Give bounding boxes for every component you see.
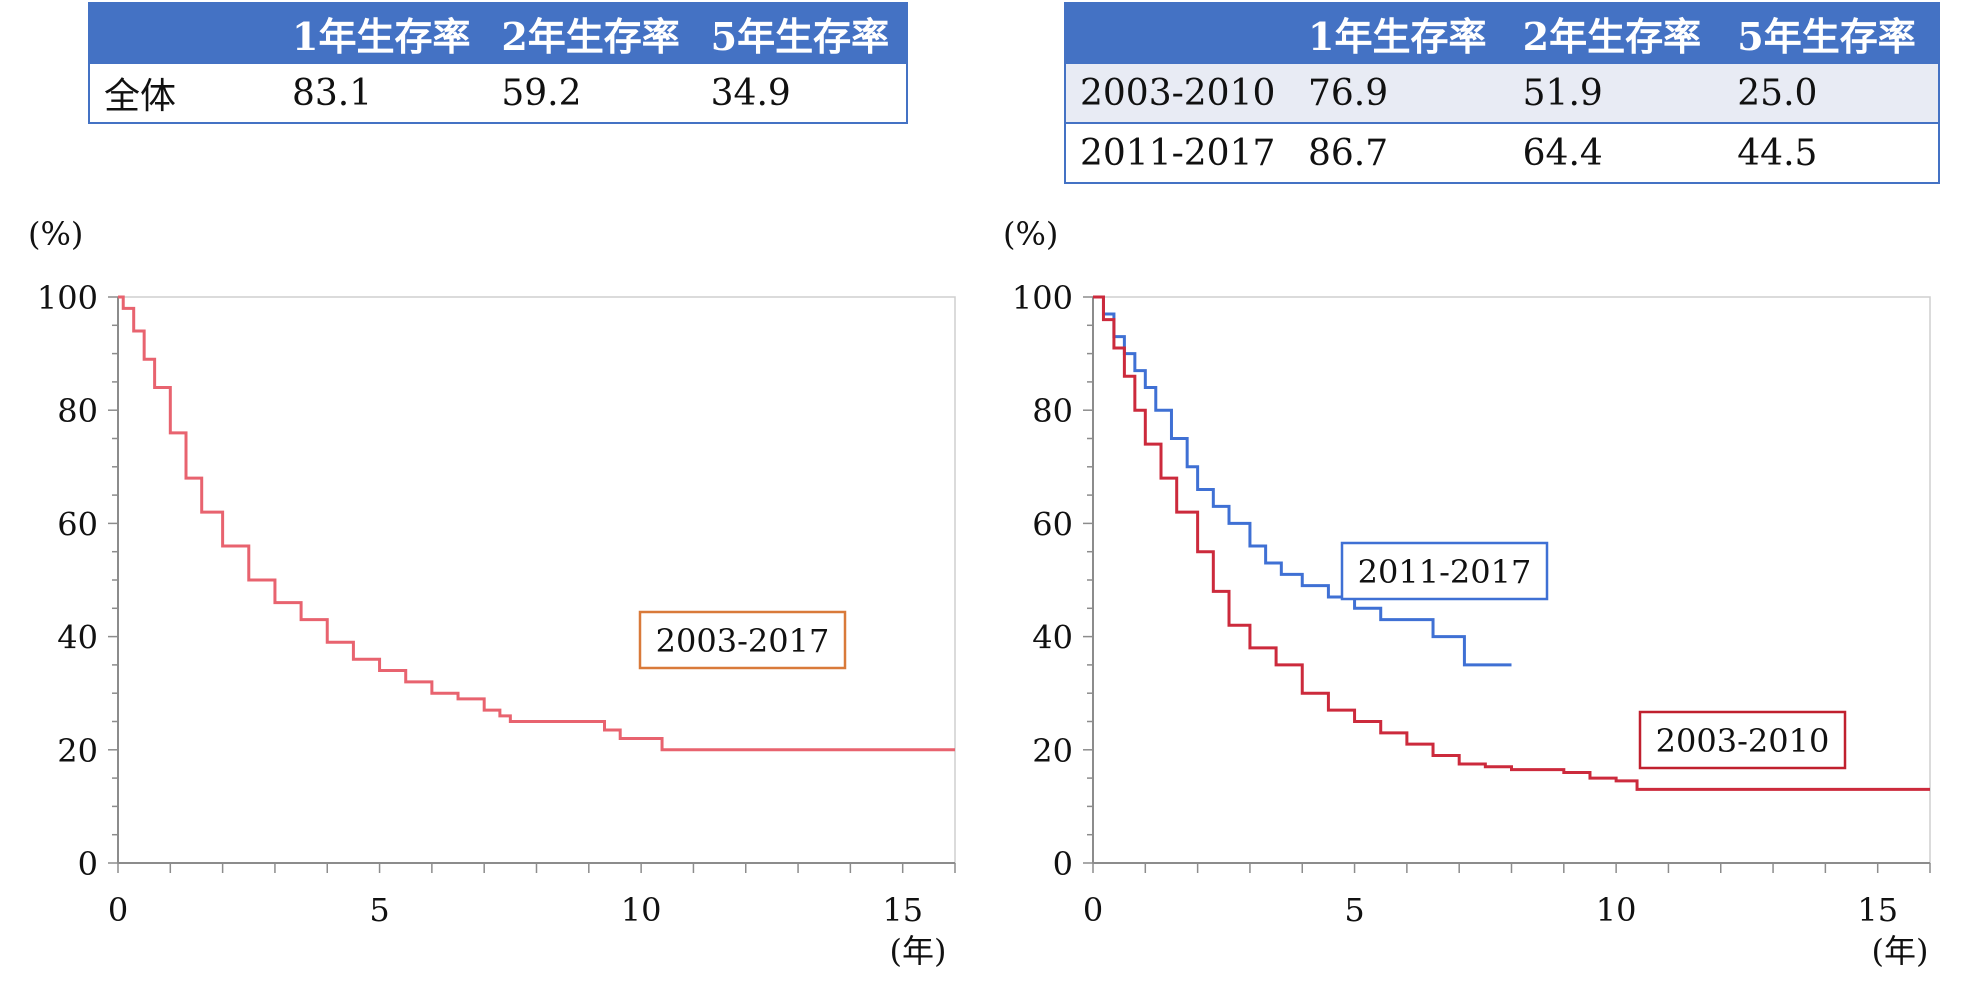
y-tick-label: 60 [1032,505,1073,543]
x-tick-label: 0 [108,891,128,929]
table-cell: 34.9 [696,62,907,123]
x-axis-label: (年) [890,932,947,970]
table-cell: 2003-2010 [1065,62,1294,123]
series-label-box [1340,541,1549,601]
table-cell: 全体 [89,62,278,123]
x-axis-label: (年) [1872,932,1929,970]
table-row: 2003-2010 76.9 51.9 25.0 [1065,62,1939,123]
y-tick-label: 100 [37,279,98,317]
series-label-box [1638,710,1847,770]
y-tick-label: 40 [1032,619,1073,657]
table-cell: 44.5 [1723,122,1939,183]
x-tick-label: 5 [1344,891,1364,929]
survival-table-overall: 1年生存率 2年生存率 5年生存率 全体 83.1 59.2 34.9 [88,2,908,124]
table-header-cell: 1年生存率 [278,3,488,63]
table-header-cell: 1年生存率 [1294,3,1509,63]
series-line-2003-2017 [118,295,955,752]
table-header-cell [1065,3,1294,63]
table-cell: 76.9 [1294,62,1509,123]
y-axis-label: (%) [28,215,83,253]
table-cell: 83.1 [278,62,488,123]
x-tick-label: 5 [369,891,389,929]
series-line-2003-2010 [1093,295,1930,791]
series-label-box [638,610,847,670]
y-tick-label: 0 [78,845,98,883]
table-cell: 2011-2017 [1065,122,1294,183]
y-tick-label: 80 [57,392,98,430]
x-tick-label: 10 [621,891,662,929]
table-cell: 25.0 [1723,62,1939,123]
table-cell: 51.9 [1508,62,1724,123]
x-tick-label: 15 [1857,891,1898,929]
series-label: 2011-2017 [1358,553,1532,591]
survival-table-by-period: 1年生存率 2年生存率 5年生存率 2003-2010 76.9 51.9 25… [1064,2,1940,184]
table-header-cell: 5年生存率 [1723,3,1939,63]
table-header-cell: 2年生存率 [487,3,697,63]
table-header-row: 1年生存率 2年生存率 5年生存率 [89,3,907,63]
y-tick-label: 0 [1053,845,1073,883]
x-tick-label: 10 [1596,891,1637,929]
series-label: 2003-2010 [1656,722,1830,760]
y-tick-label: 40 [57,619,98,657]
table-header-cell: 5年生存率 [696,3,907,63]
series-line-2011-2017 [1093,295,1512,667]
x-tick-label: 0 [1083,891,1103,929]
y-tick-label: 60 [57,505,98,543]
table-header-cell [89,3,278,63]
table-cell: 86.7 [1294,122,1509,183]
table-row: 全体 83.1 59.2 34.9 [89,62,907,123]
table-header-row: 1年生存率 2年生存率 5年生存率 [1065,3,1939,63]
table-row: 2011-2017 86.7 64.4 44.5 [1065,122,1939,183]
series-label: 2003-2017 [656,622,830,660]
y-tick-label: 20 [57,732,98,770]
plot-area [117,296,956,864]
table-header-cell: 2年生存率 [1508,3,1724,63]
y-tick-label: 80 [1032,392,1073,430]
y-axis-label: (%) [1003,215,1058,253]
x-tick-label: 15 [882,891,923,929]
y-tick-label: 20 [1032,732,1073,770]
y-tick-label: 100 [1012,279,1073,317]
table-cell: 64.4 [1508,122,1724,183]
table-cell: 59.2 [487,62,697,123]
